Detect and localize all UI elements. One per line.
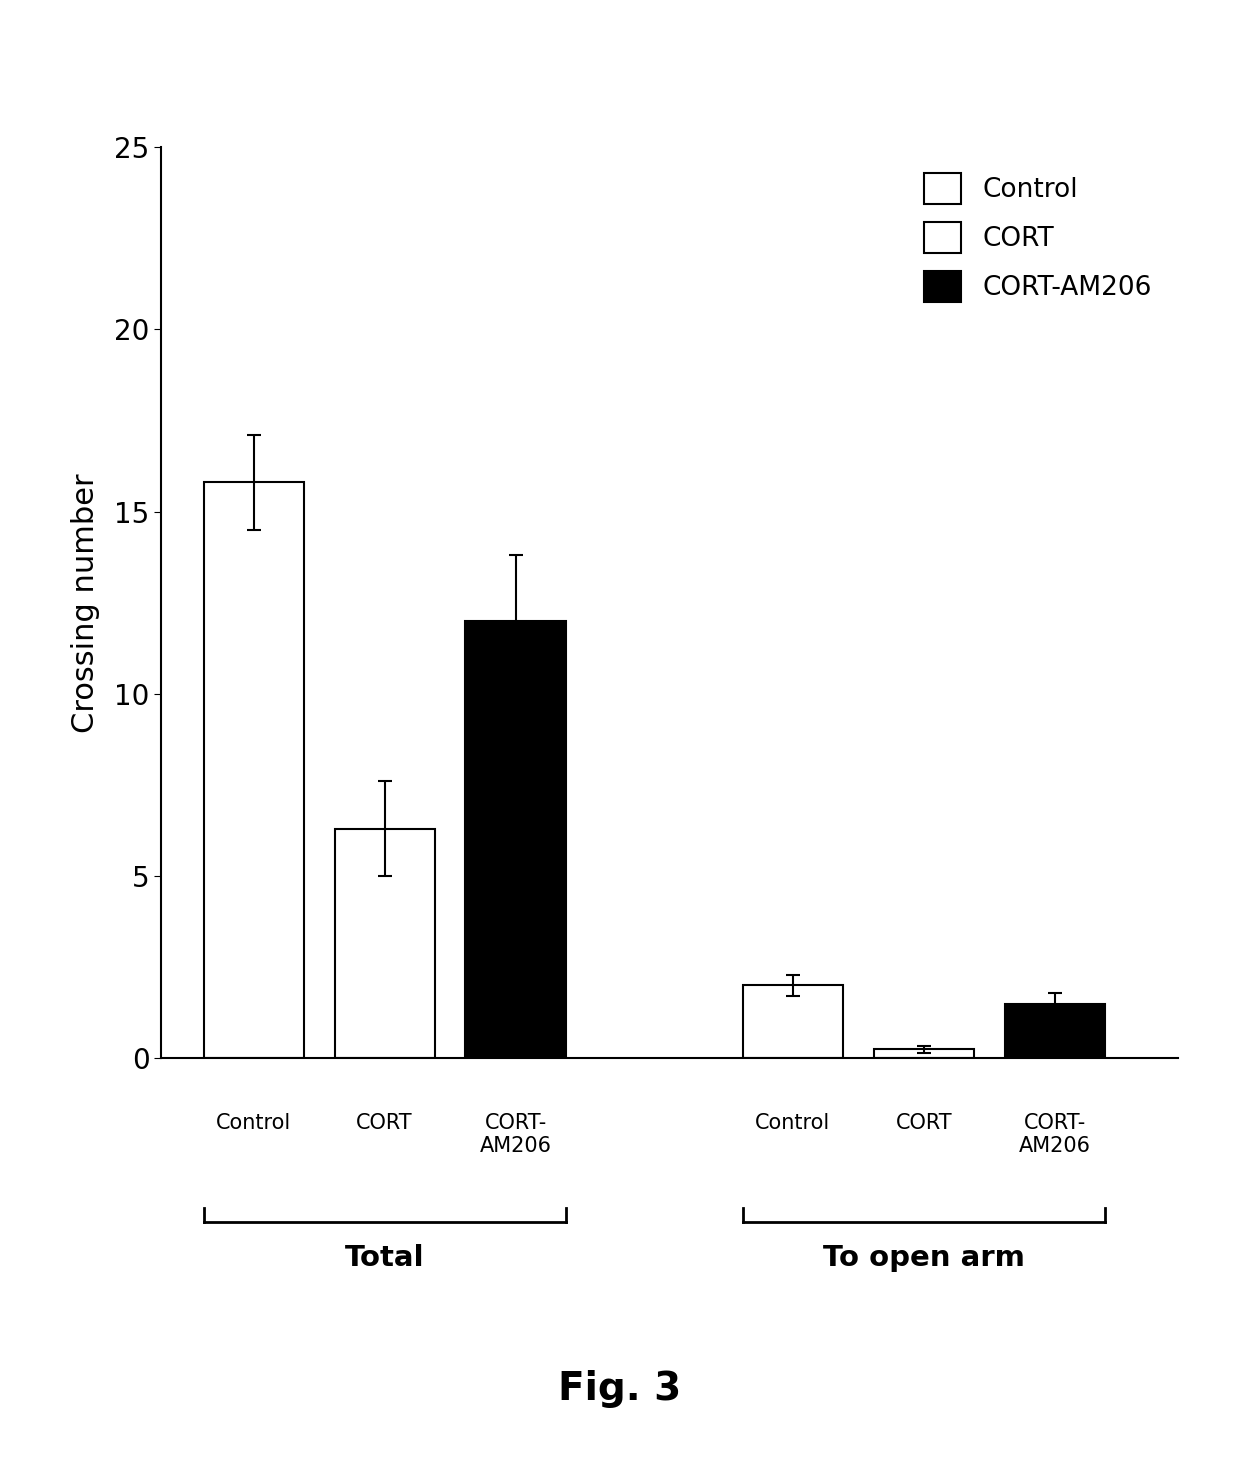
Y-axis label: Crossing number: Crossing number xyxy=(71,473,100,732)
Legend: Control, CORT, CORT-AM206: Control, CORT, CORT-AM206 xyxy=(911,160,1164,315)
Bar xyxy=(335,829,435,1058)
Text: CORT-
AM206: CORT- AM206 xyxy=(1019,1113,1091,1157)
Bar xyxy=(465,620,565,1058)
Text: CORT-
AM206: CORT- AM206 xyxy=(480,1113,552,1157)
Text: Control: Control xyxy=(216,1113,291,1133)
Text: Control: Control xyxy=(755,1113,831,1133)
Bar xyxy=(203,482,304,1058)
Text: CORT: CORT xyxy=(356,1113,413,1133)
Text: Fig. 3: Fig. 3 xyxy=(558,1370,682,1408)
Text: CORT: CORT xyxy=(895,1113,952,1133)
Bar xyxy=(1004,1004,1105,1058)
Text: Total: Total xyxy=(345,1244,424,1273)
Bar xyxy=(743,985,843,1058)
Text: To open arm: To open arm xyxy=(823,1244,1024,1273)
Bar xyxy=(874,1050,973,1058)
